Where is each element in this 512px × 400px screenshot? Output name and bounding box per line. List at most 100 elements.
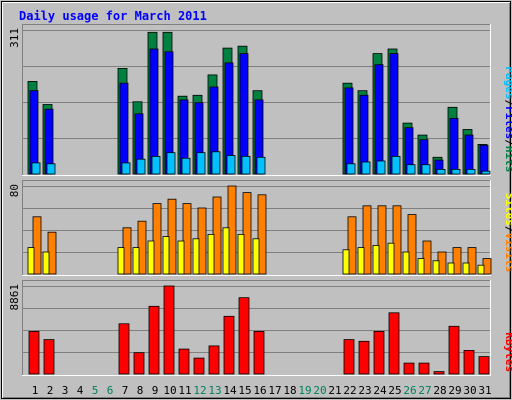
x-tick-label-day-14: 14 [223, 384, 237, 397]
bar-kbytes-kbytes-day-25 [388, 312, 400, 375]
bar-hits-pages-day-27 [421, 164, 431, 175]
x-tick-label-day-15: 15 [238, 384, 251, 397]
bar-kbytes-kbytes-day-8 [133, 352, 145, 375]
panel-visits: 80 Sites/Visits [8, 180, 512, 276]
panel-hits-series-label: Pages/Files/Hits [503, 66, 512, 172]
bar-kbytes-kbytes-day-14 [223, 315, 235, 375]
bar-hits-files-day-9 [149, 48, 159, 175]
bar-kbytes-kbytes-day-29 [448, 325, 460, 375]
x-tick-label-day-12: 12 [193, 384, 206, 397]
x-tick-label-day-24: 24 [373, 384, 387, 397]
bar-visits-visits-day-11 [182, 203, 192, 275]
bar-visits-sites-day-31 [477, 264, 485, 275]
x-tick-label-day-5: 5 [92, 384, 99, 397]
bar-visits-visits-day-22 [347, 216, 357, 275]
x-tick-label-day-10: 10 [163, 384, 176, 397]
x-tick-label-day-17: 17 [268, 384, 281, 397]
panel-visits-series-label: Sites/Visits [503, 193, 512, 272]
bar-hits-pages-day-29 [451, 168, 461, 175]
bar-visits-visits-day-15 [242, 192, 252, 275]
bar-visits-visits-day-30 [467, 247, 477, 275]
bar-visits-visits-day-1 [32, 216, 42, 275]
x-tick-label-day-23: 23 [358, 384, 371, 397]
bar-kbytes-kbytes-day-10 [163, 285, 175, 375]
bar-visits-visits-day-24 [377, 205, 387, 275]
x-axis-tick-labels: 1 2 3 4 5 6 7 8 9 10 11 12 13 14 15 16 17 18 19 20 21 22 23 24 2… [32, 384, 492, 397]
bar-kbytes-kbytes-day-13 [208, 345, 220, 375]
x-tick-label-day-2: 2 [47, 384, 54, 397]
bar-kbytes-kbytes-day-22 [343, 339, 355, 375]
bar-hits-pages-day-24 [376, 160, 386, 175]
bar-hits-files-day-15 [239, 53, 249, 175]
bar-hits-pages-day-13 [211, 151, 221, 175]
x-tick-label-day-31: 31 [478, 384, 491, 397]
x-tick-label-day-18: 18 [283, 384, 296, 397]
bar-visits-sites-day-8 [132, 247, 140, 275]
bar-hits-pages-day-30 [466, 168, 476, 175]
bar-visits-sites-day-7 [117, 247, 125, 275]
panel-visits-series-label-part: / [503, 226, 512, 233]
bar-hits-pages-day-9 [151, 155, 161, 175]
x-tick-label-day-16: 16 [253, 384, 266, 397]
x-tick-label-day-25: 25 [388, 384, 401, 397]
bar-hits-files-day-22 [344, 87, 354, 175]
bar-hits-pages-day-26 [406, 164, 416, 175]
x-tick-label-day-7: 7 [122, 384, 129, 397]
x-tick-label-day-11: 11 [178, 384, 191, 397]
panel-kbytes-ymax-label: 8861 [8, 284, 21, 311]
bar-visits-sites-day-27 [417, 258, 425, 275]
bar-visits-visits-day-27 [422, 240, 432, 275]
bar-kbytes-kbytes-day-23 [358, 340, 370, 375]
bar-visits-visits-day-16 [257, 194, 267, 275]
panel-kbytes-series-label: KBytes [503, 332, 512, 372]
x-tick-label-day-8: 8 [137, 384, 144, 397]
bar-kbytes-kbytes-day-1 [28, 330, 40, 375]
chart-title: Daily usage for March 2011 [19, 9, 207, 23]
bar-kbytes-kbytes-day-26 [403, 362, 415, 375]
bar-hits-files-day-7 [119, 82, 129, 175]
panel-visits-ymax-label: 80 [8, 184, 21, 197]
panel-hits-series-label-part: Files [503, 106, 512, 139]
bar-hits-pages-day-25 [391, 155, 401, 175]
bar-hits-files-day-25 [389, 53, 399, 175]
bar-visits-sites-day-28 [432, 260, 440, 275]
bar-visits-sites-day-23 [357, 247, 365, 275]
bar-hits-pages-day-16 [256, 156, 266, 175]
bar-hits-pages-day-14 [226, 155, 236, 175]
bar-visits-sites-day-16 [252, 238, 260, 275]
bar-visits-sites-day-15 [237, 233, 245, 275]
bar-visits-sites-day-9 [147, 240, 155, 275]
bar-visits-sites-day-26 [402, 251, 410, 275]
bar-kbytes-kbytes-day-24 [373, 330, 385, 375]
bar-visits-sites-day-22 [342, 249, 350, 275]
bar-kbytes-kbytes-day-11 [178, 348, 190, 375]
x-tick-label-day-6: 6 [107, 384, 114, 397]
bar-visits-visits-day-26 [407, 214, 417, 275]
bar-visits-sites-day-11 [177, 240, 185, 275]
bar-hits-pages-day-10 [166, 152, 176, 175]
bar-kbytes-kbytes-day-2 [43, 339, 55, 375]
x-tick-label-day-9: 9 [152, 384, 159, 397]
bar-visits-sites-day-13 [207, 233, 215, 275]
bar-hits-pages-day-2 [46, 163, 56, 175]
bar-visits-sites-day-10 [162, 236, 170, 275]
bar-hits-pages-day-23 [361, 161, 371, 175]
bar-hits-pages-day-22 [346, 163, 356, 175]
bar-kbytes-kbytes-day-16 [253, 330, 265, 375]
bar-hits-pages-day-12 [196, 152, 206, 175]
bar-hits-files-day-24 [374, 64, 384, 175]
bar-hits-pages-day-15 [241, 155, 251, 175]
bar-visits-sites-day-2 [42, 251, 50, 275]
bar-hits-files-day-30 [464, 134, 474, 175]
x-tick-label-day-29: 29 [448, 384, 461, 397]
bar-hits-files-day-29 [449, 118, 459, 175]
bar-visits-sites-day-30 [462, 262, 470, 275]
bar-hits-files-day-31 [479, 144, 489, 175]
bar-hits-pages-day-28 [436, 168, 446, 175]
x-tick-label-day-22: 22 [343, 384, 356, 397]
bar-kbytes-kbytes-day-28 [433, 371, 445, 375]
bar-kbytes-kbytes-day-7 [118, 323, 130, 375]
